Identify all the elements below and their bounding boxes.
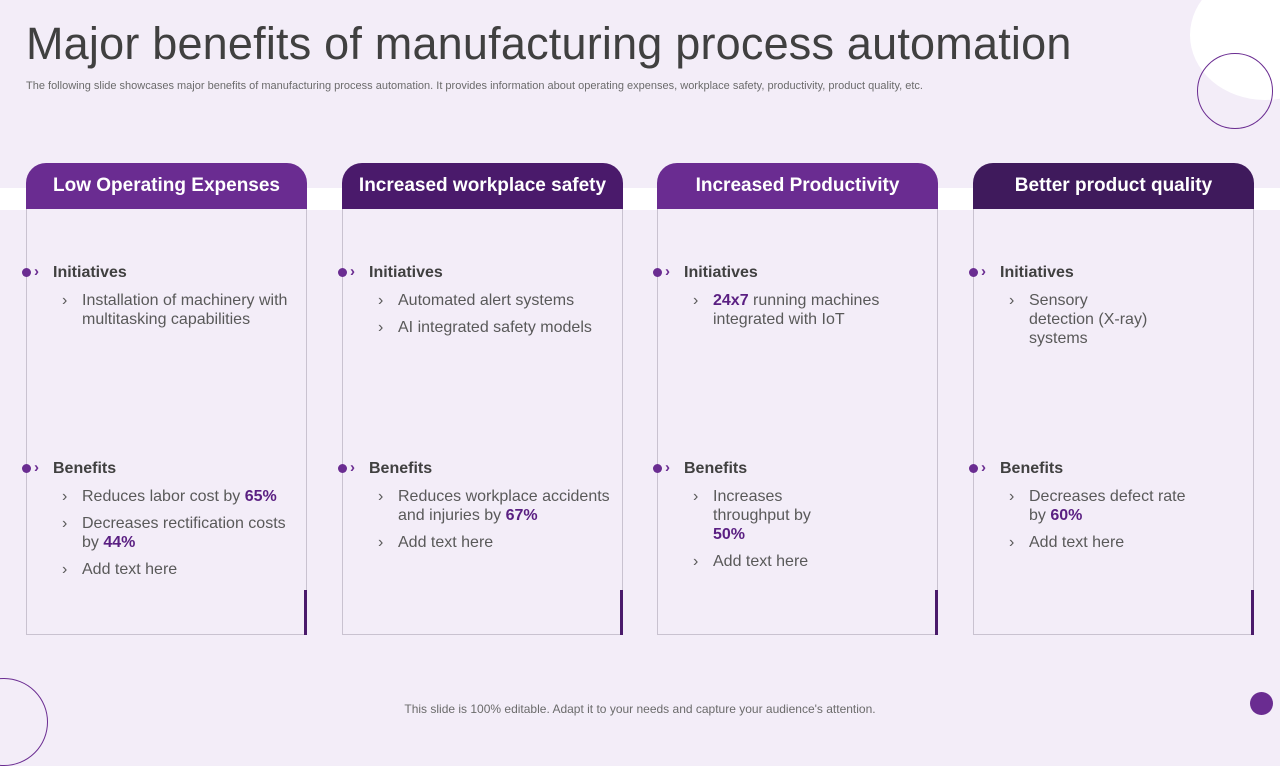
card-header: Increased workplace safety	[342, 163, 623, 209]
section-dot-icon	[22, 464, 31, 473]
chevron-right-icon: ›	[378, 292, 384, 309]
benefits-section: › Benefits › Increases throughput by 50% …	[653, 459, 937, 579]
initiatives-section: › Initiatives › Automated alert systems ›…	[338, 263, 622, 345]
initiatives-section: › Initiatives › 24x7 running machines int…	[653, 263, 937, 337]
section-header: › Initiatives	[22, 263, 306, 283]
list-item: › 24x7 running machines integrated with I…	[693, 292, 880, 328]
card-body: › Initiatives › 24x7 running machines int…	[653, 209, 938, 635]
chevron-right-icon: ›	[693, 488, 699, 505]
accent-bar	[1251, 590, 1254, 635]
chevron-right-icon: ›	[62, 515, 68, 532]
card-increased-workplace-safety: Increased workplace safety › Initiatives…	[338, 163, 623, 635]
section-header: › Initiatives	[338, 263, 622, 283]
chevron-right-icon: ›	[378, 488, 384, 505]
card-header: Better product quality	[973, 163, 1254, 209]
accent-bar	[935, 590, 938, 635]
section-label: Initiatives	[53, 264, 127, 281]
section-dot-icon	[338, 268, 347, 277]
benefits-section: › Benefits › Decreases defect rate by 60%…	[969, 459, 1253, 560]
card-low-operating-expenses: Low Operating Expenses › Initiatives › In…	[22, 163, 307, 635]
chevron-right-icon: ›	[378, 534, 384, 551]
section-header: › Benefits	[653, 459, 937, 479]
list-item: › Sensory detection (X-ray) systems	[1009, 292, 1148, 347]
chevron-right-icon: ›	[62, 292, 68, 309]
chevron-right-icon: ›	[981, 459, 986, 476]
chevron-right-icon: ›	[378, 319, 384, 336]
card-better-product-quality: Better product quality › Initiatives › Se…	[969, 163, 1254, 635]
card-header: Low Operating Expenses	[26, 163, 307, 209]
section-header: › Initiatives	[653, 263, 937, 283]
section-label: Initiatives	[1000, 264, 1074, 281]
section-dot-icon	[653, 268, 662, 277]
chevron-right-icon: ›	[34, 263, 39, 280]
section-header: › Benefits	[22, 459, 306, 479]
page-title: Major benefits of manufacturing process …	[26, 18, 1072, 69]
card-increased-productivity: Increased Productivity › Initiatives › 24…	[653, 163, 938, 635]
accent-bar	[620, 590, 623, 635]
decorative-ring-bottom-left	[0, 678, 48, 766]
chevron-right-icon: ›	[34, 459, 39, 476]
benefits-section: › Benefits › Reduces labor cost by 65% › D…	[22, 459, 306, 587]
section-header: › Benefits	[338, 459, 622, 479]
section-dot-icon	[22, 268, 31, 277]
card-body: › Initiatives › Sensory detection (X-ray)…	[969, 209, 1254, 635]
list-item: › Add text here	[693, 553, 809, 570]
initiatives-section: › Initiatives › Sensory detection (X-ray)…	[969, 263, 1253, 356]
chevron-right-icon: ›	[350, 263, 355, 280]
list-item: › Installation of machinery with multitas…	[62, 292, 288, 328]
chevron-right-icon: ›	[693, 553, 699, 570]
benefits-section: › Benefits › Reduces workplace accidents …	[338, 459, 622, 560]
decorative-ring	[1197, 53, 1273, 129]
list-item: › Increases throughput by 50%	[693, 488, 811, 543]
chevron-right-icon: ›	[1009, 534, 1015, 551]
decorative-dot	[1250, 692, 1273, 715]
section-header: › Benefits	[969, 459, 1253, 479]
footer-note: This slide is 100% editable. Adapt it to…	[404, 702, 876, 716]
section-dot-icon	[338, 464, 347, 473]
chevron-right-icon: ›	[981, 263, 986, 280]
section-label: Initiatives	[369, 264, 443, 281]
section-label: Benefits	[684, 460, 748, 477]
page-subtitle: The following slide showcases major bene…	[26, 80, 923, 92]
list-item: › Decreases defect rate by 60%	[1009, 488, 1186, 524]
list-item: › AI integrated safety models	[378, 319, 592, 336]
chevron-right-icon: ›	[1009, 488, 1015, 505]
list-item: › Add text here	[378, 534, 494, 551]
accent-bar	[304, 590, 307, 635]
section-label: Benefits	[369, 460, 433, 477]
section-dot-icon	[969, 268, 978, 277]
card-header: Increased Productivity	[657, 163, 938, 209]
chevron-right-icon: ›	[1009, 292, 1015, 309]
list-item: › Reduces labor cost by 65%	[62, 488, 277, 505]
section-label: Benefits	[1000, 460, 1064, 477]
section-label: Benefits	[53, 460, 117, 477]
list-item: › Reduces workplace accidents and injurie…	[378, 488, 610, 524]
list-item: › Add text here	[62, 561, 178, 578]
chevron-right-icon: ›	[350, 459, 355, 476]
section-dot-icon	[969, 464, 978, 473]
list-item: › Decreases rectification costs by 44%	[62, 515, 286, 551]
section-dot-icon	[653, 464, 662, 473]
chevron-right-icon: ›	[665, 459, 670, 476]
chevron-right-icon: ›	[62, 488, 68, 505]
chevron-right-icon: ›	[665, 263, 670, 280]
card-body: › Initiatives › Automated alert systems ›…	[338, 209, 623, 635]
initiatives-section: › Initiatives › Installation of machinery…	[22, 263, 306, 337]
card-body: › Initiatives › Installation of machinery…	[22, 209, 307, 635]
chevron-right-icon: ›	[62, 561, 68, 578]
chevron-right-icon: ›	[693, 292, 699, 309]
section-label: Initiatives	[684, 264, 758, 281]
list-item: › Automated alert systems	[378, 292, 575, 309]
header-band	[0, 188, 1280, 210]
section-header: › Initiatives	[969, 263, 1253, 283]
list-item: › Add text here	[1009, 534, 1125, 551]
